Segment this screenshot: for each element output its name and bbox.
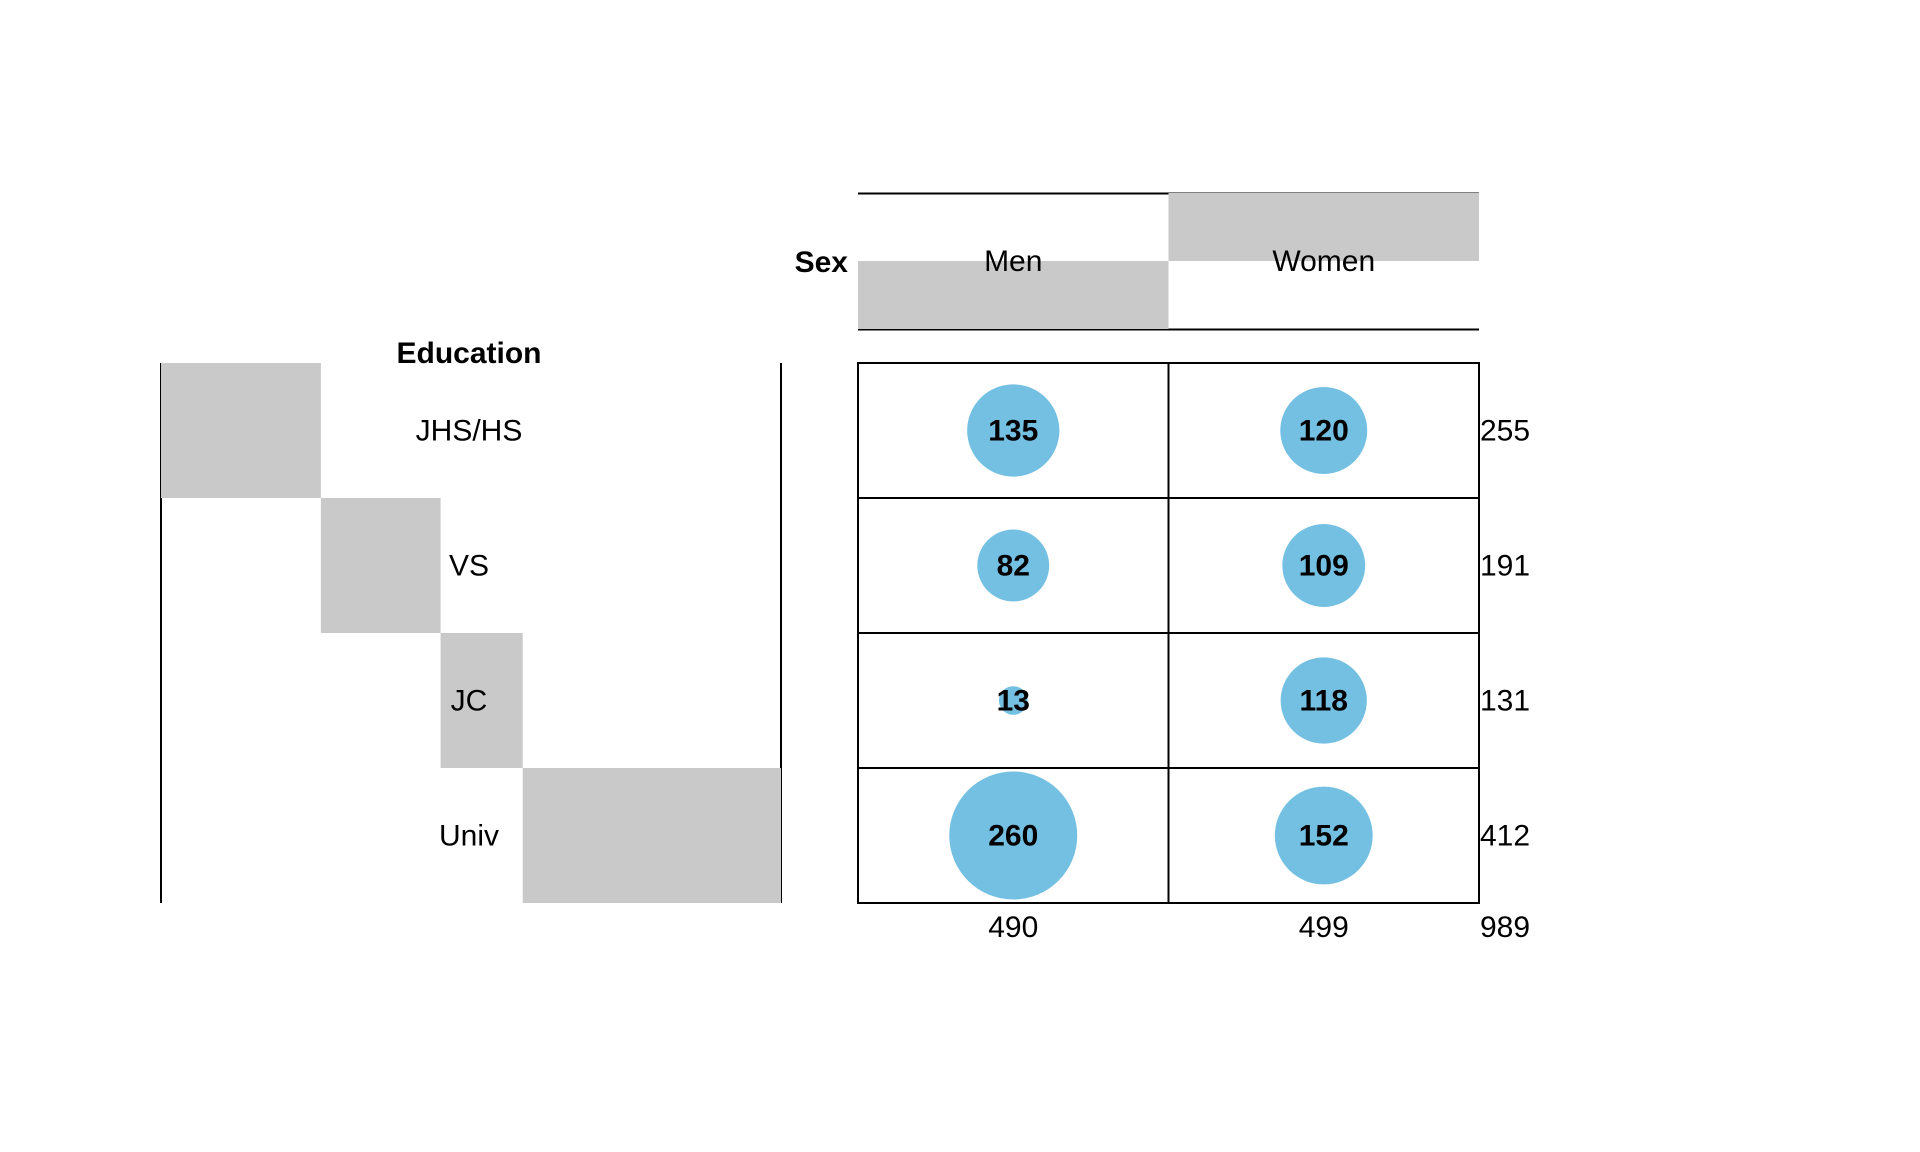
row-header-bar <box>522 768 781 903</box>
count-bubble <box>1280 657 1367 744</box>
count-label: 13 <box>997 685 1030 718</box>
row-header-bar <box>320 498 441 633</box>
column-label: Women <box>1272 245 1375 278</box>
count-bubble <box>967 384 1060 477</box>
count-label: 260 <box>988 820 1038 853</box>
count-label: 118 <box>1300 685 1348 718</box>
row-header-bar <box>161 363 321 498</box>
column-header-bar <box>858 261 1169 329</box>
count-bubble <box>1274 786 1373 885</box>
column-header-bar <box>1168 193 1479 261</box>
row-header-bar <box>440 633 523 768</box>
count-label: 82 <box>997 550 1030 583</box>
count-label: 135 <box>988 415 1038 448</box>
row-total: 191 <box>1480 550 1530 583</box>
row-total: 255 <box>1480 415 1530 448</box>
column-total: 490 <box>988 911 1038 944</box>
row-total: 131 <box>1480 685 1530 718</box>
row-label: Univ <box>439 820 499 853</box>
column-label: Men <box>984 245 1042 278</box>
count-label: 109 <box>1299 550 1349 583</box>
count-bubble <box>977 529 1050 602</box>
row-total: 412 <box>1480 820 1530 853</box>
count-bubble <box>949 771 1078 900</box>
row-label: JC <box>451 685 488 718</box>
count-bubble <box>1280 387 1368 474</box>
row-label: VS <box>449 550 489 583</box>
count-label: 152 <box>1299 820 1349 853</box>
grand-total: 989 <box>1480 911 1530 944</box>
count-bubble <box>998 686 1028 715</box>
row-variable-title: Education <box>396 337 541 370</box>
column-total: 499 <box>1299 911 1349 944</box>
count-bubble <box>1282 524 1366 607</box>
column-variable-title: Sex <box>795 246 849 279</box>
row-label: JHS/HS <box>416 415 523 448</box>
count-label: 120 <box>1299 415 1349 448</box>
